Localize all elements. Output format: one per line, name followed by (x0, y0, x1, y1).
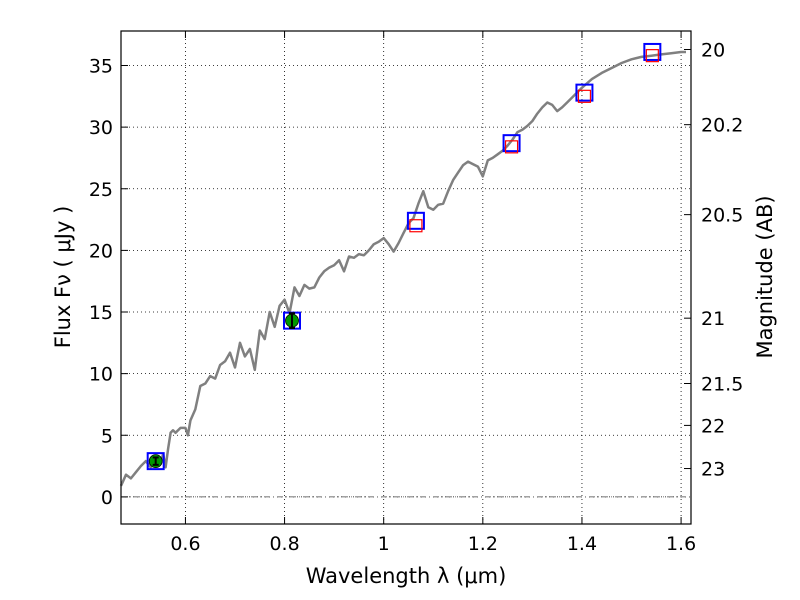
y-tick-label: 5 (101, 425, 113, 447)
y2-tick-label: 21.5 (701, 373, 743, 395)
x-tick-label: 1.4 (567, 533, 597, 555)
y2-tick-labels: 20 20.2 20.5 21 21.5 22 23 (701, 39, 743, 480)
axis-ticks (121, 31, 691, 524)
y2-tick-label: 20 (701, 39, 725, 61)
model-flux-marker (406, 211, 425, 230)
y-tick-label: 10 (89, 364, 113, 386)
model-spectrum-line (119, 50, 686, 487)
model-photometry-markers (146, 42, 662, 471)
model-flux-marker (575, 83, 594, 102)
x-tick-label: 1 (378, 533, 390, 555)
model-flux-marker (643, 42, 662, 61)
x-axis-label: Wavelength λ (μm) (306, 564, 507, 588)
y-tick-labels: 0 5 10 15 20 25 30 35 (89, 56, 113, 509)
observed-photometry-markers (409, 49, 659, 233)
plot-frame (120, 30, 692, 525)
x-tick-label: 1.6 (666, 533, 696, 555)
x-tick-label: 0.6 (170, 533, 200, 555)
y2-tick-label: 20.2 (701, 115, 743, 137)
x-tick-labels: 0.6 0.8 1 1.2 1.4 1.6 (170, 533, 696, 555)
y-tick-label: 25 (89, 179, 113, 201)
y2-tick-label: 22 (701, 415, 725, 437)
detection-markers (148, 312, 299, 469)
y2-tick-label: 23 (701, 459, 725, 481)
y2-axis-label: Magnitude (AB) (753, 195, 777, 358)
x-tick-label: 1.2 (468, 533, 498, 555)
y-tick-label: 0 (101, 487, 113, 509)
y-tick-label: 35 (89, 56, 113, 78)
y-tick-label: 20 (89, 240, 113, 262)
observed-flux-marker (409, 219, 423, 233)
model-flux-marker (146, 452, 165, 471)
y2-tick-label: 20.5 (701, 205, 743, 227)
y-tick-label: 30 (89, 117, 113, 139)
observed-flux-marker (504, 140, 519, 154)
y2-tick-label: 21 (701, 308, 725, 330)
y-axis-label: Flux Fν ( μJy ) (51, 206, 75, 349)
x-tick-label: 0.8 (269, 533, 299, 555)
grid-lines (121, 31, 691, 524)
y-tick-label: 15 (89, 302, 113, 324)
observed-flux-marker (577, 89, 592, 103)
model-flux-marker (502, 134, 521, 153)
observed-flux-marker (645, 49, 659, 63)
